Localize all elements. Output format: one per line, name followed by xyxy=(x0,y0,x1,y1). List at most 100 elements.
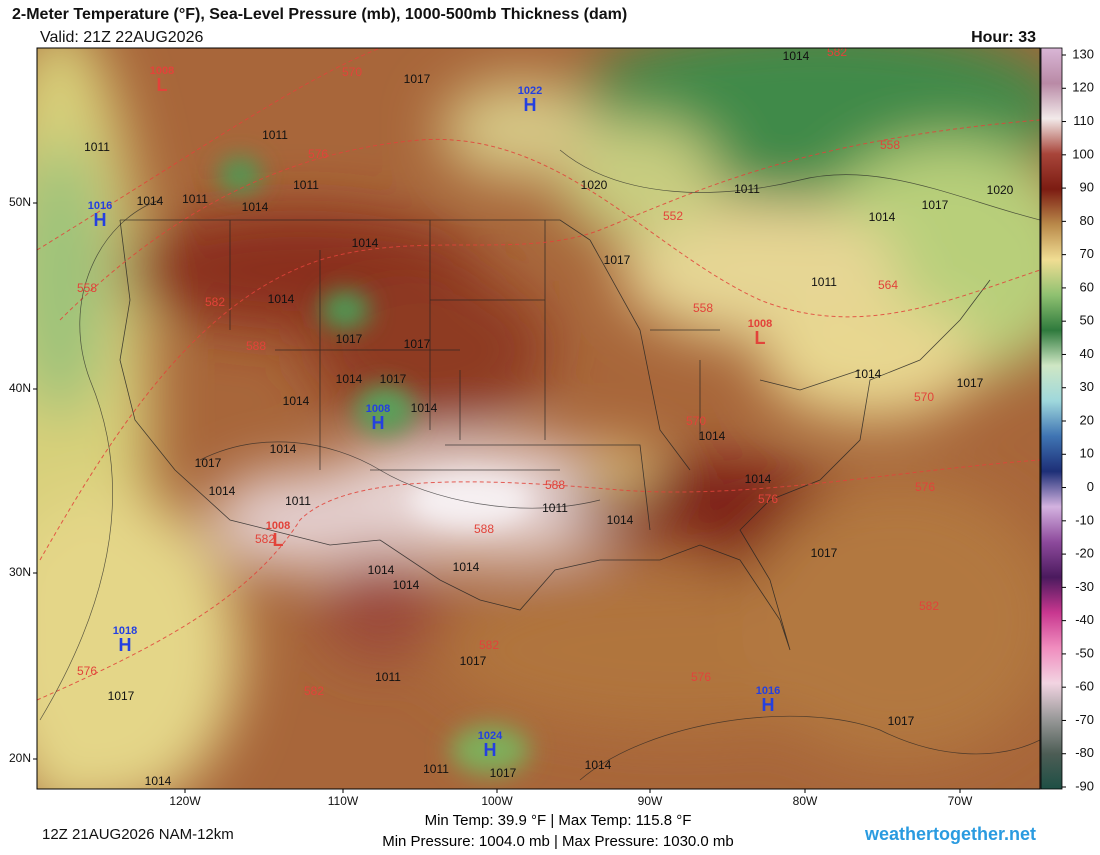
colorbar-tick-label: -70 xyxy=(1075,712,1094,727)
isobar-label: 1014 xyxy=(283,394,310,408)
valid-time: Valid: 21Z 22AUG2026 xyxy=(40,29,203,46)
thickness-label: 582 xyxy=(205,295,225,309)
isobar-label: 1014 xyxy=(607,513,634,527)
pressure-center-value: 1008 xyxy=(150,65,174,77)
pressure-center-letter: H xyxy=(94,210,107,230)
isobar-label: 1017 xyxy=(811,546,838,560)
longitude-label: 80W xyxy=(793,794,818,808)
isobar-label: 1014 xyxy=(585,758,612,772)
isobar-label: 1017 xyxy=(604,253,631,267)
map-axes: 50N 40N 30N 20N 120W 110W 100W 90W 80W 70W xyxy=(9,195,973,808)
colorbar-tick-label: 0 xyxy=(1087,479,1094,494)
isobar-label: 1014 xyxy=(411,401,438,415)
isobar-label: 1014 xyxy=(869,210,896,224)
thickness-label: 588 xyxy=(474,522,494,536)
longitude-label: 110W xyxy=(328,794,359,808)
colorbar-tick-label: -20 xyxy=(1075,546,1094,561)
model-run: 12Z 21AUG2026 NAM-12km xyxy=(42,826,234,843)
colorbar-tick-label: 30 xyxy=(1080,379,1094,394)
colorbar-tick-label: 90 xyxy=(1080,180,1094,195)
colorbar-tick-label: -30 xyxy=(1075,579,1094,594)
colorbar-tick-label: 120 xyxy=(1072,80,1094,95)
thickness-label: 564 xyxy=(878,278,898,292)
colorbar-fill xyxy=(1040,47,1063,790)
colorbar-tick-label: 130 xyxy=(1072,46,1094,61)
thickness-label: 576 xyxy=(915,480,935,494)
longitude-label: 70W xyxy=(948,794,973,808)
colorbar-tick-label: -40 xyxy=(1075,612,1094,627)
isobar-label: 1017 xyxy=(108,689,135,703)
thickness-label: 582 xyxy=(255,532,275,546)
colorbar: 1301201101009080706050403020100-10-20-30… xyxy=(1040,46,1094,793)
pressure-center-value: 1016 xyxy=(756,685,780,697)
thickness-label: 570 xyxy=(342,65,362,79)
thickness-label: 552 xyxy=(663,209,683,223)
colorbar-tick-label: -10 xyxy=(1075,512,1094,527)
isobar-label: 1011 xyxy=(262,128,288,142)
pressure-center-letter: L xyxy=(273,530,284,550)
isobar-label: 1014 xyxy=(453,560,480,574)
isobar-label: 1011 xyxy=(542,501,568,515)
thickness-label: 570 xyxy=(914,390,934,404)
isobar-label: 1011 xyxy=(285,494,311,508)
latitude-label: 40N xyxy=(9,381,31,395)
isobar-label: 1011 xyxy=(375,670,401,684)
isobar-label: 1017 xyxy=(380,372,407,386)
isobar-label: 1017 xyxy=(195,456,222,470)
thickness-label: 570 xyxy=(686,414,706,428)
thickness-label: 582 xyxy=(304,684,324,698)
colorbar-tick-label: 60 xyxy=(1080,279,1094,294)
thickness-label: 588 xyxy=(246,339,266,353)
thickness-label: 588 xyxy=(545,478,565,492)
pressure-center-value: 1008 xyxy=(266,520,290,532)
isobar-label: 1014 xyxy=(270,442,297,456)
isobar-label: 1011 xyxy=(84,140,110,154)
isobar-label: 1014 xyxy=(393,578,420,592)
isobar-label: 1014 xyxy=(352,236,379,250)
latitude-label: 20N xyxy=(9,751,31,765)
isobar-label: 1017 xyxy=(404,72,431,86)
thickness-label: 558 xyxy=(77,281,97,295)
isobar-label: 1011 xyxy=(423,762,449,776)
pressure-extremes: Min Pressure: 1004.0 mb | Max Pressure: … xyxy=(382,833,734,850)
isobar-label: 1017 xyxy=(404,337,431,351)
isobars xyxy=(39,149,1040,781)
isobar-label: 1017 xyxy=(922,198,949,212)
borders xyxy=(119,219,991,651)
pressure-center-letter: H xyxy=(762,695,775,715)
pressure-center-letter: L xyxy=(157,75,168,95)
isobar-label: 1017 xyxy=(888,714,915,728)
isobar-label: 1014 xyxy=(268,292,295,306)
isobar-label: 1017 xyxy=(460,654,487,668)
isobar-label: 1014 xyxy=(145,774,172,788)
colorbar-tick-label: 20 xyxy=(1080,412,1094,427)
isobar-label: 1011 xyxy=(811,275,837,289)
colorbar-tick-label: 70 xyxy=(1080,246,1094,261)
colorbar-tick-label: 10 xyxy=(1080,446,1094,461)
pressure-center-value: 1008 xyxy=(366,403,390,415)
thickness-contours xyxy=(37,48,1040,701)
thickness-label: 576 xyxy=(308,147,328,161)
longitude-label: 120W xyxy=(169,794,201,808)
pressure-center-value: 1022 xyxy=(518,85,542,97)
temp-extremes: Min Temp: 39.9 °F | Max Temp: 115.8 °F xyxy=(425,812,692,829)
colorbar-tick-label: 50 xyxy=(1080,313,1094,328)
isobar-label: 1014 xyxy=(783,49,810,63)
colorbar-tick-label: -50 xyxy=(1075,645,1094,660)
temperature-field: 1011 1011 1011 1014 1014 1011 1017 1014 1020 1011… xyxy=(37,48,1040,789)
pressure-center-value: 1024 xyxy=(478,730,503,742)
temperature-detail xyxy=(218,157,530,775)
thickness-label: 558 xyxy=(693,301,713,315)
isobar-label: 1014 xyxy=(336,372,363,386)
isobar-label: 1020 xyxy=(581,178,608,192)
pressure-center-value: 1018 xyxy=(113,625,137,637)
title: 2-Meter Temperature (°F), Sea-Level Pres… xyxy=(12,6,627,23)
isobar-label: 1014 xyxy=(242,200,269,214)
isobar-label: 1020 xyxy=(987,183,1014,197)
isobar-label: 1014 xyxy=(855,367,882,381)
thickness-label: 576 xyxy=(691,670,711,684)
pressure-center-letter: H xyxy=(524,95,537,115)
colorbar-tick-label: 80 xyxy=(1080,213,1094,228)
isobar-label: 1017 xyxy=(957,376,984,390)
